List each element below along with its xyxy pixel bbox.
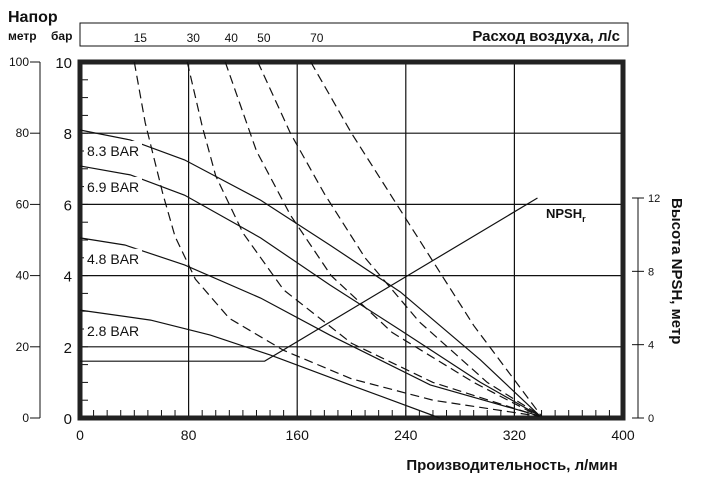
bar-tick-label: 10 [55,55,72,72]
y-bar-label: бар [51,29,72,43]
bar-tick-label: 8 [64,126,72,143]
bar-tick-label: 0 [64,411,72,428]
meter-tick-label: 100 [9,55,29,69]
pressure-label-bg [84,248,142,268]
pressure-curve [79,129,541,417]
x-tick-label: 80 [181,427,197,443]
pressure-curve-label: 4.8 BAR [87,251,139,267]
pressure-label-bg [84,140,142,160]
air-tick-label: 70 [310,31,324,45]
pressure-curve [79,309,440,419]
x-axis-title: Производительность, л/мин [406,457,617,474]
bar-tick-label: 4 [64,269,72,286]
npsh-tick-label: 12 [648,193,660,205]
bar-tick-label: 2 [64,340,72,357]
meter-tick-label: 80 [16,126,30,140]
air-tick-label: 30 [187,31,201,45]
right-axis-title: Высота NPSH, метр [668,198,685,344]
plot-frame [77,59,626,421]
x-tick-label: 240 [394,427,418,443]
pressure-curve-label: 6.9 BAR [87,179,139,195]
air-curve-70 [310,61,543,417]
y-title: Напор [8,9,58,26]
npsh-curve [80,197,538,362]
x-tick-label: 0 [76,427,84,443]
x-tick-label: 160 [286,427,310,443]
pressure-curve-label: 2.8 BAR [87,323,139,339]
air-tick-label: 15 [134,31,148,45]
air-axis-box [79,22,629,47]
air-curve-50 [257,61,542,417]
meter-tick-label: 60 [16,197,30,211]
meter-tick-label: 40 [16,269,30,283]
npsh-label: NPSHr [546,206,586,224]
npsh-tick-label: 4 [648,340,654,352]
pressure-curve-label: 8.3 BAR [87,143,139,159]
air-axis-title: Расход воздуха, л/с [472,28,620,45]
pressure-curve [79,237,541,417]
x-tick-label: 400 [611,427,635,443]
bar-tick-label: 6 [64,197,72,214]
y-meter-label: метр [8,29,37,43]
npsh-tick-label: 8 [648,266,654,278]
x-tick-label: 320 [503,427,527,443]
air-curve-15 [133,61,539,417]
npsh-tick-label: 0 [648,413,654,425]
air-tick-label: 40 [225,31,239,45]
air-tick-label: 50 [257,31,271,45]
air-curve-40 [224,61,540,417]
meter-tick-label: 0 [22,411,29,425]
pressure-label-bg [84,321,142,341]
meter-tick-label: 20 [16,340,30,354]
pressure-curve [79,165,541,417]
air-curve-30 [186,61,540,417]
pressure-label-bg [84,176,142,196]
